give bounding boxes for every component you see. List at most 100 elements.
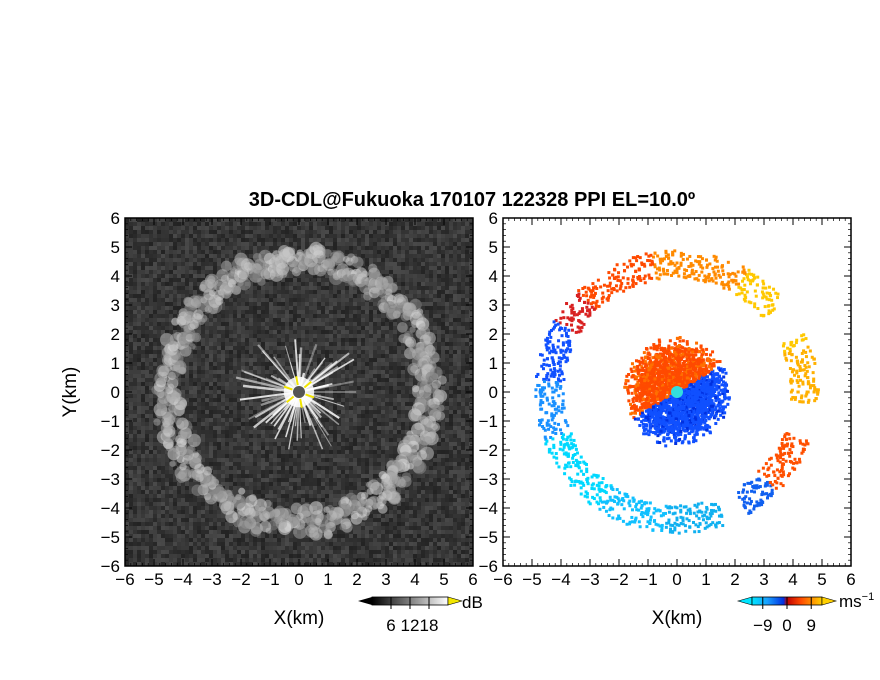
noise-cell <box>305 354 309 358</box>
noise-cell <box>333 438 337 442</box>
noise-cell <box>213 350 217 354</box>
noise-cell <box>373 374 377 378</box>
noise-cell <box>181 226 185 230</box>
noise-cell <box>245 418 249 422</box>
noise-cell <box>441 218 445 222</box>
noise-cell <box>345 394 349 398</box>
noise-cell <box>321 346 325 350</box>
noise-cell <box>133 334 137 338</box>
noise-cell <box>377 378 381 382</box>
noise-cell <box>265 246 269 250</box>
noise-cell <box>149 262 153 266</box>
noise-cell <box>209 382 213 386</box>
noise-cell <box>165 258 169 262</box>
noise-cell <box>249 414 253 418</box>
noise-cell <box>397 234 401 238</box>
noise-cell <box>165 282 169 286</box>
noise-cell <box>385 230 389 234</box>
noise-cell <box>349 238 353 242</box>
noise-cell <box>137 438 141 442</box>
noise-cell <box>405 294 409 298</box>
noise-cell <box>441 234 445 238</box>
noise-cell <box>161 306 165 310</box>
noise-cell <box>381 350 385 354</box>
noise-cell <box>449 434 453 438</box>
noise-cell <box>457 390 461 394</box>
noise-cell <box>281 438 285 442</box>
noise-cell <box>385 382 389 386</box>
noise-cell <box>153 330 157 334</box>
noise-cell <box>337 406 341 410</box>
noise-cell <box>341 382 345 386</box>
noise-cell <box>313 434 317 438</box>
noise-cell <box>249 314 253 318</box>
noise-cell <box>237 318 241 322</box>
noise-cell <box>301 414 305 418</box>
noise-cell <box>373 342 377 346</box>
noise-cell <box>213 386 217 390</box>
noise-cell <box>137 338 141 342</box>
noise-cell <box>469 362 473 366</box>
noise-cell <box>349 426 353 430</box>
noise-cell <box>325 246 329 250</box>
noise-cell <box>257 238 261 242</box>
noise-cell <box>253 402 257 406</box>
noise-cell <box>341 338 345 342</box>
noise-cell <box>309 310 313 314</box>
noise-cell <box>345 290 349 294</box>
noise-cell <box>277 374 281 378</box>
noise-cell <box>369 258 373 262</box>
noise-cell <box>445 246 449 250</box>
noise-cell <box>145 350 149 354</box>
noise-cell <box>409 274 413 278</box>
noise-cell <box>173 262 177 266</box>
noise-cell <box>277 342 281 346</box>
noise-cell <box>325 370 329 374</box>
noise-cell <box>461 378 465 382</box>
noise-cell <box>301 238 305 242</box>
noise-cell <box>309 242 313 246</box>
noise-cell <box>289 294 293 298</box>
noise-cell <box>461 418 465 422</box>
noise-cell <box>241 306 245 310</box>
noise-cell <box>381 370 385 374</box>
noise-cell <box>317 334 321 338</box>
noise-cell <box>293 430 297 434</box>
noise-cell <box>385 374 389 378</box>
noise-cell <box>353 294 357 298</box>
noise-cell <box>241 226 245 230</box>
noise-cell <box>285 282 289 286</box>
noise-cell <box>357 318 361 322</box>
noise-cell <box>205 226 209 230</box>
noise-cell <box>173 282 177 286</box>
noise-cell <box>217 442 221 446</box>
noise-cell <box>289 314 293 318</box>
noise-cell <box>237 350 241 354</box>
noise-cell <box>449 250 453 254</box>
noise-cell <box>269 398 273 402</box>
noise-cell <box>145 326 149 330</box>
noise-cell <box>461 282 465 286</box>
noise-cell <box>445 330 449 334</box>
noise-cell <box>469 334 473 338</box>
noise-cell <box>453 294 457 298</box>
noise-cell <box>129 270 133 274</box>
noise-cell <box>465 418 469 422</box>
noise-cell <box>341 302 345 306</box>
noise-cell <box>201 398 205 402</box>
noise-cell <box>405 238 409 242</box>
noise-cell <box>317 390 321 394</box>
noise-cell <box>233 366 237 370</box>
noise-cell <box>281 370 285 374</box>
noise-cell <box>229 326 233 330</box>
noise-cell <box>365 266 369 270</box>
noise-cell <box>221 386 225 390</box>
noise-cell <box>145 330 149 334</box>
noise-cell <box>385 354 389 358</box>
noise-cell <box>129 254 133 258</box>
noise-cell <box>257 290 261 294</box>
noise-cell <box>141 298 145 302</box>
noise-cell <box>281 226 285 230</box>
noise-cell <box>385 346 389 350</box>
noise-cell <box>233 354 237 358</box>
